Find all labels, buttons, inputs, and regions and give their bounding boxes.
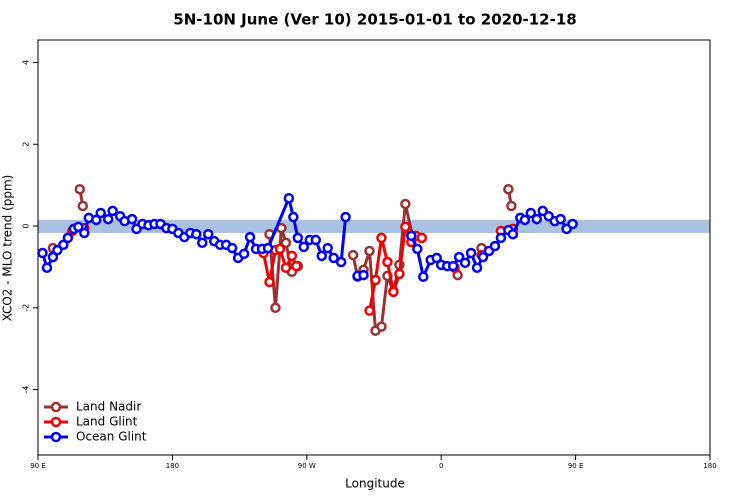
data-point xyxy=(202,228,214,240)
data-point xyxy=(298,241,310,253)
data-point xyxy=(431,252,442,264)
data-point xyxy=(197,237,208,249)
data-point xyxy=(226,242,238,254)
y-axis-label: XCO2 - MLO trend (ppm) xyxy=(1,175,15,322)
data-point xyxy=(316,250,327,262)
data-point xyxy=(262,242,274,254)
legend-marker xyxy=(50,401,62,413)
x-tick-label: 0 xyxy=(439,462,443,470)
data-point xyxy=(102,213,114,225)
x-tick-label: 90 W xyxy=(298,462,316,470)
data-point xyxy=(291,260,302,272)
data-point xyxy=(388,286,399,298)
y-tick-label: -4 xyxy=(22,386,31,394)
data-point xyxy=(477,251,489,263)
data-point xyxy=(41,262,53,273)
data-point xyxy=(90,214,102,226)
x-tick-label: 90 E xyxy=(30,462,46,470)
data-point xyxy=(400,198,411,210)
data-point xyxy=(310,234,322,246)
plot-frame xyxy=(37,39,711,456)
data-point xyxy=(506,200,517,212)
x-axis-label: Longitude xyxy=(345,477,405,491)
data-point xyxy=(280,262,292,273)
data-point xyxy=(95,207,106,219)
data-point xyxy=(347,249,359,261)
data-point xyxy=(62,232,74,244)
data-point xyxy=(274,243,286,255)
data-point xyxy=(191,228,202,240)
data-point xyxy=(555,213,566,225)
data-point xyxy=(270,302,281,314)
data-point xyxy=(507,228,519,240)
data-point xyxy=(364,245,375,257)
data-point xyxy=(74,183,86,195)
data-point xyxy=(531,213,543,225)
data-point xyxy=(283,192,295,204)
data-point xyxy=(47,251,59,263)
data-point xyxy=(453,251,465,263)
data-point xyxy=(394,268,405,280)
y-tick-label: 2 xyxy=(22,142,31,147)
x-tick-label: 90 E xyxy=(568,462,584,470)
data-point xyxy=(471,262,483,273)
series-line xyxy=(78,188,513,334)
data-point xyxy=(77,200,89,212)
data-point xyxy=(126,213,138,225)
legend-label: Ocean Glint xyxy=(76,430,147,444)
data-point xyxy=(37,247,48,259)
data-point xyxy=(292,232,304,244)
data-point xyxy=(370,274,381,286)
data-point xyxy=(340,211,351,223)
data-point xyxy=(79,227,90,239)
data-point xyxy=(244,231,256,243)
data-point xyxy=(406,230,417,242)
data-point xyxy=(567,218,578,230)
data-point xyxy=(358,269,369,281)
x-tick-label: 180 xyxy=(703,462,716,470)
data-point xyxy=(376,232,387,244)
legend-marker xyxy=(50,416,62,428)
y-tick-label: 0 xyxy=(22,223,31,228)
data-point xyxy=(280,237,292,249)
chart-title: 5N-10N June (Ver 10) 2015-01-01 to 2020-… xyxy=(173,11,576,29)
data-point xyxy=(400,221,411,233)
data-point xyxy=(322,242,333,254)
data-point xyxy=(364,305,375,316)
data-point xyxy=(335,256,347,268)
data-point xyxy=(382,256,393,268)
data-point xyxy=(525,207,537,219)
data-point xyxy=(264,276,275,288)
data-point xyxy=(238,248,250,260)
data-point xyxy=(503,183,514,195)
data-point xyxy=(107,205,118,217)
data-point xyxy=(328,252,339,264)
y-tick-label: 4 xyxy=(22,60,31,65)
legend-label: Land Glint xyxy=(76,415,138,429)
data-point xyxy=(73,221,84,233)
data-point xyxy=(376,321,387,332)
data-point xyxy=(459,257,471,269)
data-point xyxy=(495,232,507,244)
data-point xyxy=(519,214,531,226)
y-tick-label: -2 xyxy=(22,304,31,312)
data-point xyxy=(418,271,429,282)
x-tick-label: 180 xyxy=(166,462,179,470)
data-point xyxy=(412,243,423,255)
data-point xyxy=(447,260,459,272)
data-point xyxy=(286,250,298,262)
legend-label: Land Nadir xyxy=(76,400,141,414)
data-point xyxy=(465,247,477,259)
legend-marker xyxy=(50,431,62,443)
data-point xyxy=(58,239,69,251)
data-point xyxy=(489,240,501,252)
data-point xyxy=(288,211,299,223)
data-point xyxy=(416,232,428,244)
